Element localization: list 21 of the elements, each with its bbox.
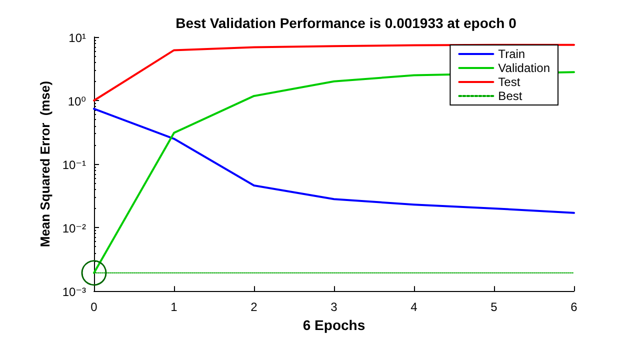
line-series bbox=[93, 108, 575, 214]
y-tick-label: 10⁻¹ bbox=[62, 158, 86, 172]
legend-label: Test bbox=[498, 75, 521, 89]
y-axis-title: Mean Squared Error (mse) bbox=[37, 80, 52, 248]
x-tick-label: 5 bbox=[490, 300, 498, 314]
y-tick-label: 10⁰ bbox=[68, 94, 86, 109]
x-tick-label: 1 bbox=[170, 300, 178, 314]
line-series bbox=[93, 44, 575, 102]
legend-label: Validation bbox=[498, 61, 550, 75]
legend-label: Best bbox=[498, 89, 523, 103]
legend-label: Train bbox=[498, 47, 526, 61]
x-tick-label: 2 bbox=[250, 300, 258, 314]
y-tick-label: 10⁻³ bbox=[62, 285, 86, 300]
x-tick-label: 4 bbox=[410, 300, 418, 314]
chart-title: Best Validation Performance is 0.001933 at epoch 0 bbox=[176, 15, 517, 31]
x-axis-title: 6 Epochs bbox=[302, 317, 366, 333]
x-tick-label: 6 bbox=[570, 300, 578, 314]
x-tick-label: 3 bbox=[330, 300, 338, 314]
y-tick-label: 10⁻² bbox=[62, 222, 86, 236]
x-tick-label: 0 bbox=[90, 300, 98, 314]
y-tick-label: 10¹ bbox=[68, 31, 86, 45]
